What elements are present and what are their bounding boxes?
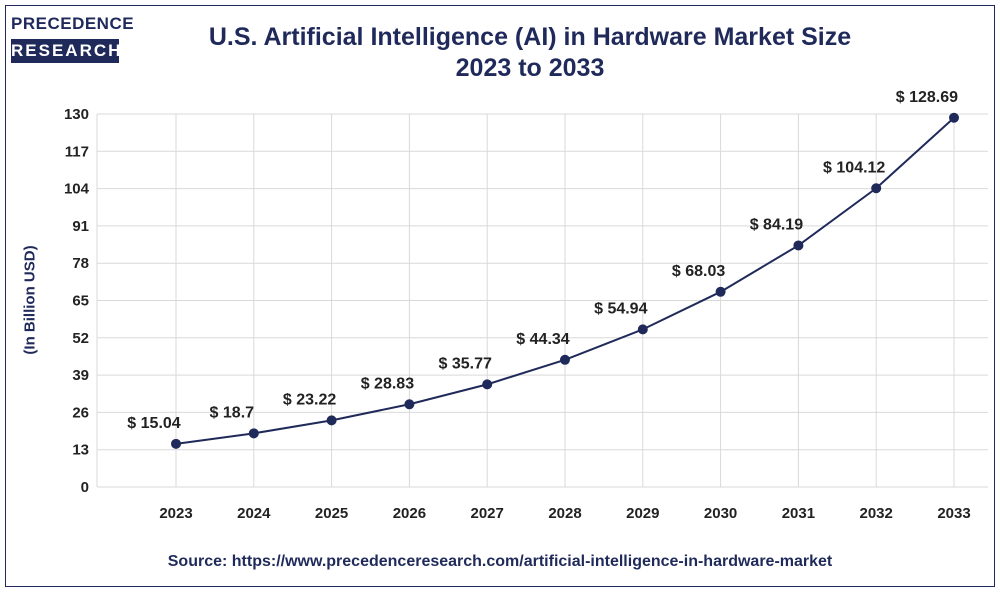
- y-tick-label: 130: [64, 106, 89, 123]
- data-label: $ 68.03: [672, 263, 725, 280]
- data-point: [793, 240, 804, 251]
- logo-line-1: PRECEDENCE: [11, 14, 135, 33]
- data-label: $ 35.77: [439, 355, 492, 372]
- x-tick-label: 2029: [626, 505, 659, 522]
- x-tick-label: 2028: [548, 505, 581, 522]
- x-tick-label: 2031: [782, 505, 815, 522]
- y-tick-label: 65: [72, 293, 89, 310]
- x-tick-label: 2023: [159, 505, 192, 522]
- data-point: [949, 112, 959, 123]
- data-point: [326, 415, 337, 426]
- y-tick-label: 104: [64, 181, 90, 198]
- x-tick-label: 2026: [393, 505, 426, 522]
- data-label: $ 84.19: [750, 216, 803, 233]
- data-point: [248, 428, 259, 439]
- data-point: [560, 354, 570, 365]
- chart-subtitle: 2023 to 2033: [455, 54, 605, 82]
- chart-frame: [5, 5, 995, 587]
- x-tick-label: 2033: [937, 505, 970, 522]
- y-tick-label: 13: [72, 442, 89, 459]
- data-label: $ 54.94: [594, 300, 647, 317]
- data-label: $ 28.83: [361, 375, 414, 392]
- data-label: $ 15.04: [127, 415, 180, 432]
- y-tick-label: 78: [72, 255, 89, 272]
- y-tick-label: 39: [72, 367, 89, 384]
- data-label: $ 104.12: [823, 159, 885, 176]
- y-tick-label: 0: [81, 479, 89, 496]
- data-label: $ 18.7: [210, 404, 255, 421]
- data-label: $ 44.34: [516, 331, 569, 348]
- x-tick-label: 2024: [237, 505, 271, 522]
- x-tick-label: 2030: [704, 505, 737, 522]
- x-tick-label: 2032: [860, 505, 893, 522]
- y-tick-label: 117: [65, 143, 89, 160]
- x-tick-label: 2027: [471, 505, 504, 522]
- data-point: [482, 379, 493, 390]
- source-note: Source: https://www.precedenceresearch.c…: [167, 553, 833, 570]
- data-point: [871, 183, 882, 194]
- precedence-research-logo: PRECEDENCE RESEARCH: [11, 13, 135, 73]
- logo-line-2: RESEARCH: [11, 39, 120, 63]
- chart-title: U.S. Artificial Intelligence (AI) in Har…: [208, 23, 852, 51]
- data-point: [404, 399, 415, 410]
- data-point: [637, 324, 648, 335]
- data-label: $ 128.69: [896, 89, 958, 106]
- data-point: [715, 286, 726, 297]
- data-label: $ 23.22: [283, 391, 336, 408]
- x-tick-label: 2025: [315, 505, 348, 522]
- y-tick-label: 52: [72, 330, 89, 347]
- data-point: [171, 438, 181, 449]
- y-tick-label: 91: [72, 218, 89, 235]
- chart-title-block: U.S. Artificial Intelligence (AI) in Har…: [150, 22, 910, 84]
- y-tick-label: 26: [72, 404, 89, 421]
